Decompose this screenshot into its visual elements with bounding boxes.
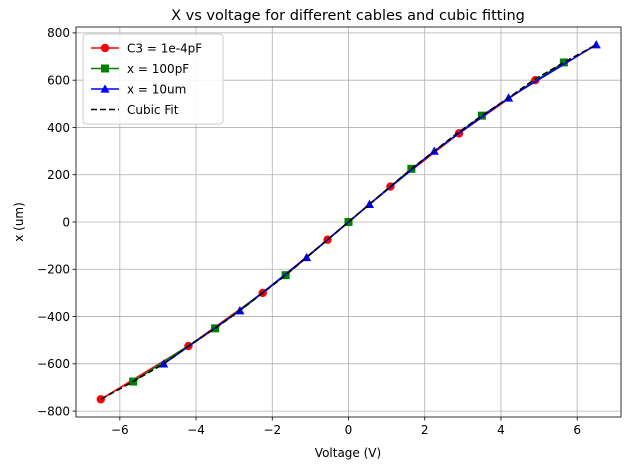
series-3 (100, 44, 597, 400)
x-tick-label: −2 (263, 423, 281, 437)
y-tick-label: 600 (47, 73, 70, 87)
legend-label: Cubic Fit (127, 103, 179, 117)
legend-marker (100, 84, 110, 93)
x-axis-label: Voltage (V) (315, 446, 381, 460)
y-axis-label: x (um) (12, 202, 26, 242)
series-layer (96, 40, 601, 404)
ticks: −6 −4 −2 0 2 4 6 −800 −600 −400 −200 0 200 400 600 800 (37, 26, 581, 437)
x-tick-label: 4 (497, 423, 505, 437)
y-tick-label: 400 (47, 121, 70, 135)
legend-label: C3 = 1e-4pF (127, 41, 202, 55)
x-tick-label: −6 (111, 423, 129, 437)
y-tick-label: −800 (37, 404, 70, 418)
series-2 (159, 40, 601, 368)
series-line (100, 79, 536, 400)
y-tick-label: 0 (62, 215, 70, 229)
legend-entry: C3 = 1e-4pF (91, 41, 202, 55)
legend-label: x = 10um (127, 82, 186, 96)
x-tick-label: 6 (573, 423, 581, 437)
chart-title: X vs voltage for different cables and cu… (171, 8, 525, 24)
y-tick-label: −200 (37, 263, 70, 277)
x-tick-label: 2 (421, 423, 429, 437)
legend-entry: x = 10um (91, 82, 186, 96)
y-tick-label: 200 (47, 168, 70, 182)
data-point (559, 58, 568, 67)
y-tick-label: −600 (37, 357, 70, 371)
legend-entry: Cubic Fit (91, 103, 179, 117)
legend-label: x = 100pF (127, 62, 189, 76)
y-tick-label: −400 (37, 310, 70, 324)
grid (76, 27, 621, 417)
legend-marker (100, 43, 110, 53)
x-tick-label: 0 (345, 423, 353, 437)
data-point (477, 111, 486, 120)
legend-marker (101, 64, 109, 73)
legend-entry: x = 100pF (91, 62, 189, 76)
series-line (100, 44, 597, 400)
series-line (163, 44, 597, 365)
legend: C3 = 1e-4pF x = 100pF x = 10um Cubic Fit (82, 33, 224, 125)
legend-box (82, 33, 224, 125)
y-tick-label: 800 (47, 26, 70, 40)
x-tick-label: −4 (187, 423, 205, 437)
series-0 (96, 75, 540, 404)
